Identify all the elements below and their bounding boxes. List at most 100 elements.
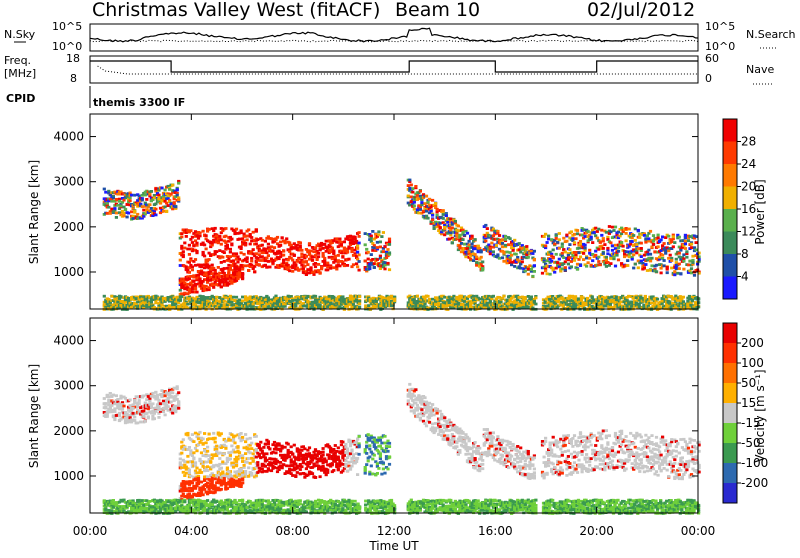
- heatmap-cell: [461, 231, 464, 234]
- heatmap-cell: [138, 399, 141, 402]
- heatmap-cell: [352, 303, 355, 306]
- heatmap-cell: [544, 244, 547, 247]
- heatmap-cell: [349, 241, 352, 244]
- heatmap-cell: [270, 237, 273, 240]
- heatmap-cell: [173, 201, 176, 204]
- heatmap-cell: [185, 266, 188, 269]
- heatmap-cell: [597, 256, 600, 259]
- heatmap-cell: [643, 234, 646, 237]
- heatmap-cell: [132, 407, 135, 410]
- heatmap-cell: [667, 249, 670, 252]
- heatmap-cell: [510, 254, 513, 257]
- heatmap-cell: [652, 243, 655, 246]
- heatmap-cell: [587, 230, 590, 233]
- heatmap-cell: [183, 247, 186, 250]
- heatmap-cell: [244, 242, 247, 245]
- heatmap-cell: [669, 254, 672, 257]
- heatmap-cell: [434, 203, 437, 206]
- heatmap-cell: [129, 199, 132, 202]
- heatmap-cell: [425, 195, 428, 198]
- cpid-label: CPID: [6, 92, 35, 105]
- heatmap-cell: [350, 248, 353, 251]
- heatmap-cell: [195, 242, 198, 245]
- heatmap-cell: [141, 199, 144, 202]
- heatmap-cell: [564, 266, 567, 269]
- heatmap-cell: [606, 247, 609, 250]
- colorbar-segment: [723, 164, 737, 187]
- heatmap-cell: [443, 226, 446, 229]
- heatmap-cell: [620, 301, 623, 304]
- heatmap-cell: [370, 235, 373, 238]
- heatmap-cell: [547, 235, 550, 238]
- heatmap-cell: [552, 257, 555, 260]
- heatmap-cell: [328, 295, 331, 298]
- heatmap-cell: [240, 245, 243, 248]
- heatmap-cell: [697, 306, 700, 309]
- heatmap-cell: [679, 295, 682, 298]
- heatmap-cell: [180, 236, 183, 239]
- heatmap-cell: [122, 212, 125, 215]
- heatmap-cell: [238, 258, 241, 261]
- freq-panel: Freq. [MHz] 18 8 60 0 Nave: [4, 52, 774, 85]
- heatmap-cell: [614, 265, 617, 268]
- heatmap-cell: [564, 251, 567, 254]
- heatmap-cell: [591, 241, 594, 244]
- heatmap-cell: [634, 239, 637, 242]
- heatmap-cell: [640, 247, 643, 250]
- heatmap-cell: [135, 395, 138, 398]
- heatmap-cell: [688, 260, 691, 263]
- heatmap-cell: [264, 259, 267, 262]
- heatmap-cell: [191, 266, 194, 269]
- heatmap-cell: [208, 265, 211, 268]
- heatmap-cell: [365, 248, 368, 251]
- heatmap-cell: [347, 258, 350, 261]
- heatmap-cell: [379, 241, 382, 244]
- heatmap-cell: [220, 243, 223, 246]
- heatmap-cell: [273, 246, 276, 249]
- heatmap-cell: [666, 271, 669, 274]
- heatmap-cell: [522, 256, 525, 259]
- heatmap-cell: [620, 262, 623, 265]
- heatmap-cell: [650, 246, 653, 249]
- heatmap-cell: [294, 264, 297, 267]
- heatmap-cell: [419, 208, 422, 211]
- heatmap-cell: [383, 264, 386, 267]
- heatmap-cell: [640, 242, 643, 245]
- heatmap-cell: [600, 229, 603, 232]
- heatmap-cell: [305, 261, 308, 264]
- heatmap-cell: [167, 204, 170, 207]
- heatmap-cell: [640, 260, 643, 263]
- heatmap-cell: [687, 264, 690, 267]
- heatmap-cell: [303, 265, 306, 268]
- heatmap-cell: [230, 244, 233, 247]
- heatmap-cell: [241, 277, 244, 280]
- heatmap-cell: [249, 233, 252, 236]
- heatmap-cell: [620, 241, 623, 244]
- heatmap-cell: [442, 209, 445, 212]
- heatmap-cell: [180, 247, 183, 250]
- heatmap-cell: [525, 248, 528, 251]
- heatmap-cell: [463, 243, 466, 246]
- heatmap-cell: [461, 238, 464, 241]
- heatmap-cell: [194, 284, 197, 287]
- heatmap-cell: [433, 227, 436, 230]
- heatmap-cell: [261, 244, 264, 247]
- heatmap-cell: [329, 267, 332, 270]
- heatmap-cell: [253, 271, 256, 274]
- heatmap-cell: [116, 301, 119, 304]
- heatmap-cell: [579, 243, 582, 246]
- heatmap-cell: [550, 238, 553, 241]
- heatmap-cell: [663, 242, 666, 245]
- heatmap-cell: [116, 398, 119, 401]
- heatmap-cell: [561, 252, 564, 255]
- heatmap-cell: [691, 300, 694, 303]
- heatmap-cell: [591, 259, 594, 262]
- heatmap-cell: [104, 402, 107, 405]
- heatmap-cell: [625, 227, 628, 230]
- heatmap-cell: [620, 227, 623, 230]
- heatmap-cell: [153, 194, 156, 197]
- heatmap-cell: [205, 234, 208, 237]
- heatmap-cell: [358, 306, 361, 309]
- heatmap-cell: [436, 208, 439, 211]
- heatmap-cell: [492, 295, 495, 298]
